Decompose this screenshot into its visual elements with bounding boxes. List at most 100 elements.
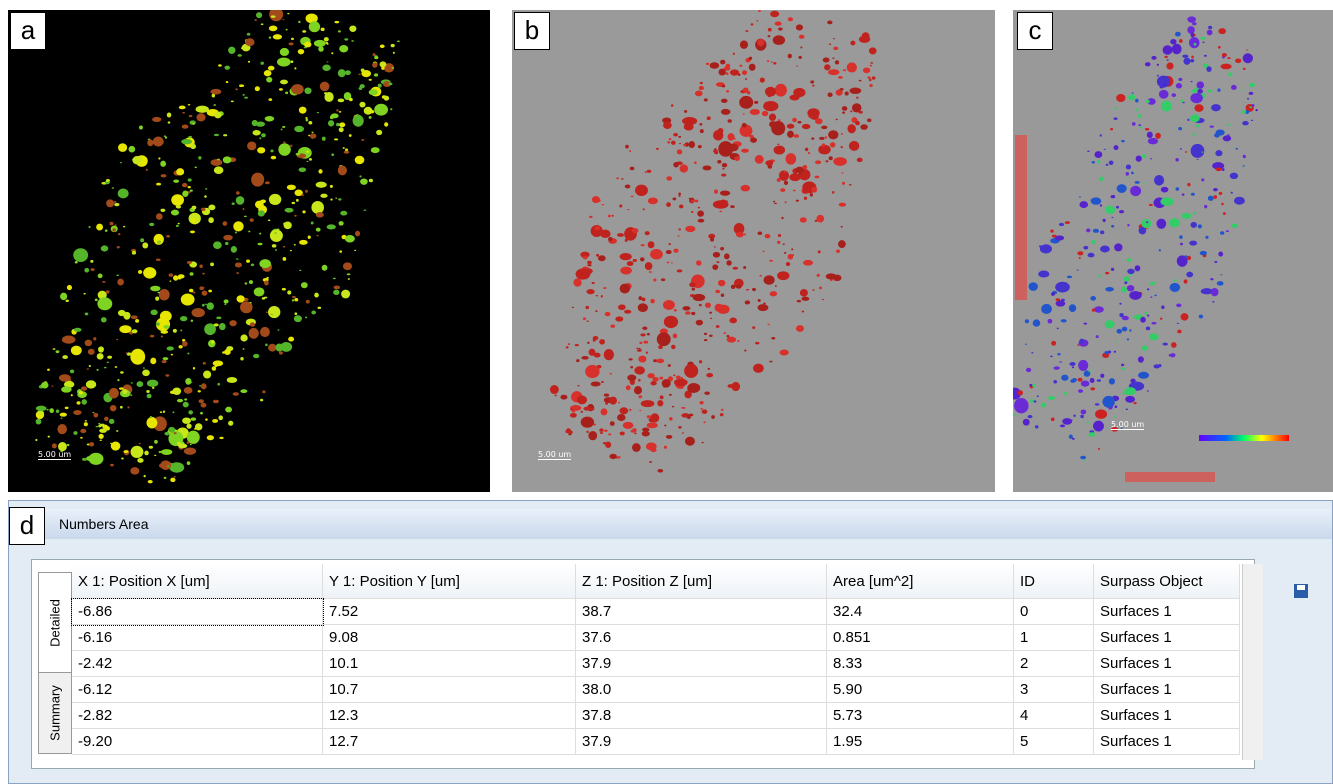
tab[interactable]: Summary — [38, 672, 72, 754]
blob — [1146, 326, 1151, 330]
blob — [1215, 150, 1222, 156]
blob — [328, 120, 334, 126]
column-header[interactable]: Surpass Object — [1094, 564, 1240, 599]
blob — [339, 122, 345, 127]
blob — [112, 228, 116, 231]
blob — [781, 217, 783, 219]
blob — [869, 84, 872, 87]
blob — [177, 399, 183, 403]
column-header[interactable]: Z 1: Position Z [um] — [576, 564, 827, 599]
blob — [161, 336, 163, 338]
blob — [299, 107, 307, 114]
blob — [1222, 53, 1227, 57]
blob — [77, 401, 81, 404]
blob — [1098, 274, 1101, 277]
blob — [106, 199, 114, 207]
blob — [850, 88, 862, 95]
table-cell: 5.73 — [827, 703, 1014, 729]
blob — [182, 124, 189, 128]
blob — [1060, 424, 1065, 427]
blob — [1107, 350, 1111, 353]
blob — [824, 64, 830, 70]
blob — [609, 397, 617, 405]
blob — [187, 261, 192, 264]
blob — [150, 286, 160, 292]
blob — [694, 161, 697, 164]
table-cell: -9.20 — [72, 729, 323, 755]
blob — [122, 389, 127, 394]
blob — [800, 46, 802, 48]
blob — [1160, 197, 1173, 206]
blob — [669, 417, 673, 421]
blob — [271, 314, 273, 315]
column-header[interactable]: Y 1: Position Y [um] — [323, 564, 576, 599]
blob — [1087, 421, 1089, 423]
blob — [252, 120, 258, 126]
blob — [1145, 62, 1151, 66]
blob — [1130, 274, 1133, 276]
blob — [769, 361, 772, 363]
blob — [1100, 134, 1102, 136]
column-header[interactable]: ID — [1014, 564, 1094, 599]
blob — [1210, 125, 1214, 127]
blob — [1057, 353, 1060, 355]
blob — [211, 159, 223, 166]
blob — [678, 228, 681, 230]
blob — [666, 435, 672, 439]
blob — [869, 47, 877, 54]
blob — [664, 424, 666, 426]
blob — [1087, 151, 1090, 152]
blob — [1051, 341, 1056, 346]
blob — [40, 415, 44, 417]
blob — [743, 87, 749, 93]
blob — [1079, 201, 1088, 208]
blob — [1056, 298, 1061, 301]
column-header[interactable]: Area [um^2] — [827, 564, 1014, 599]
blob — [188, 186, 191, 188]
blob — [376, 130, 382, 135]
blob — [1228, 72, 1232, 76]
blob — [759, 275, 762, 277]
blob — [291, 60, 294, 63]
scrollbar[interactable] — [1242, 564, 1263, 760]
blob — [713, 200, 729, 208]
blob — [283, 257, 287, 261]
panel-label: d — [9, 507, 45, 545]
blob — [698, 219, 705, 223]
blob — [247, 33, 250, 36]
blob — [587, 342, 589, 344]
save-icon[interactable] — [1293, 583, 1309, 599]
blob — [1236, 148, 1238, 150]
column-header[interactable]: X 1: Position X [um] — [72, 564, 323, 599]
blob — [668, 364, 671, 367]
table-cell: 7.52 — [323, 599, 576, 625]
blob — [855, 121, 860, 125]
table-cell: 38.0 — [576, 677, 827, 703]
blob — [369, 116, 372, 119]
blob — [713, 252, 720, 258]
blob — [150, 358, 156, 365]
blob — [226, 81, 229, 83]
blob — [1073, 415, 1075, 417]
table-cell: -2.82 — [72, 703, 323, 729]
blob — [139, 443, 141, 444]
blob — [178, 223, 180, 225]
data-table: X 1: Position X [um]Y 1: Position Y [um]… — [72, 564, 1240, 755]
blob — [570, 408, 572, 410]
tab[interactable]: Detailed — [38, 572, 72, 674]
blob — [572, 307, 574, 309]
blob — [1050, 355, 1052, 357]
blob — [620, 284, 630, 294]
blob — [257, 147, 265, 153]
blob — [106, 179, 110, 182]
blob — [190, 444, 192, 445]
table-cell: Surfaces 1 — [1094, 651, 1240, 677]
blob — [95, 299, 98, 302]
table-cell: -6.86 — [72, 599, 323, 625]
